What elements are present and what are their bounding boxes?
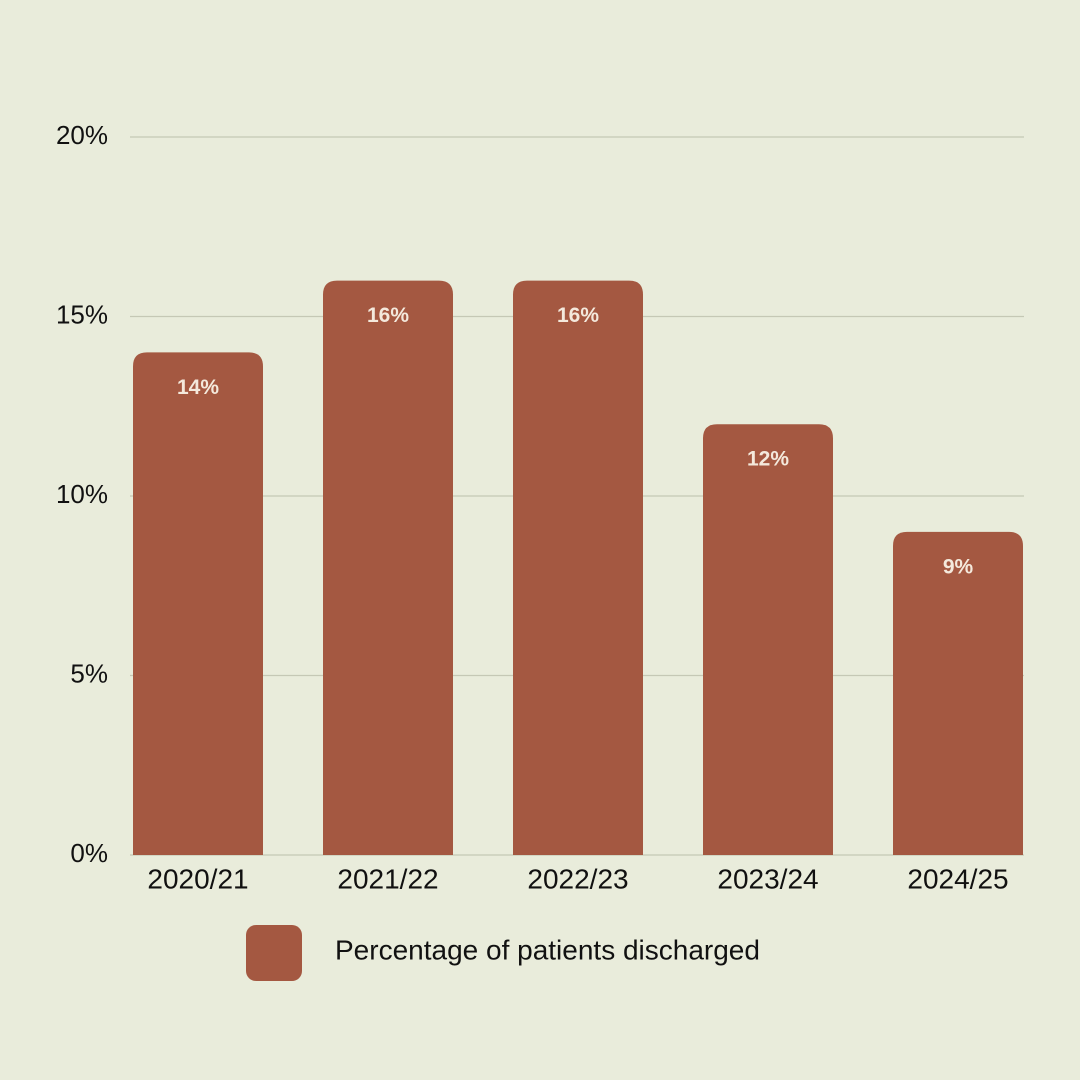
bar [703,424,833,855]
bar [513,280,643,856]
x-tick-label: 2020/21 [147,863,248,894]
x-tick-label: 2023/24 [717,863,818,894]
value-label: 14% [177,376,219,399]
y-tick-label: 10% [56,479,108,509]
y-tick-label: 15% [56,299,108,329]
legend-swatch [246,925,302,981]
bar [893,531,1023,855]
value-label: 12% [747,448,789,471]
legend-label: Percentage of patients discharged [335,934,760,965]
x-tick-label: 2024/25 [907,863,1008,894]
value-label: 16% [557,304,599,327]
x-tick-label: 2021/22 [337,863,438,894]
value-label: 9% [943,555,974,578]
y-tick-label: 0% [70,838,108,868]
bar [323,280,453,856]
y-tick-label: 5% [70,658,108,688]
y-tick-label: 20% [56,120,108,150]
x-tick-label: 2022/23 [527,863,628,894]
value-label: 16% [367,304,409,327]
bar [133,352,263,855]
